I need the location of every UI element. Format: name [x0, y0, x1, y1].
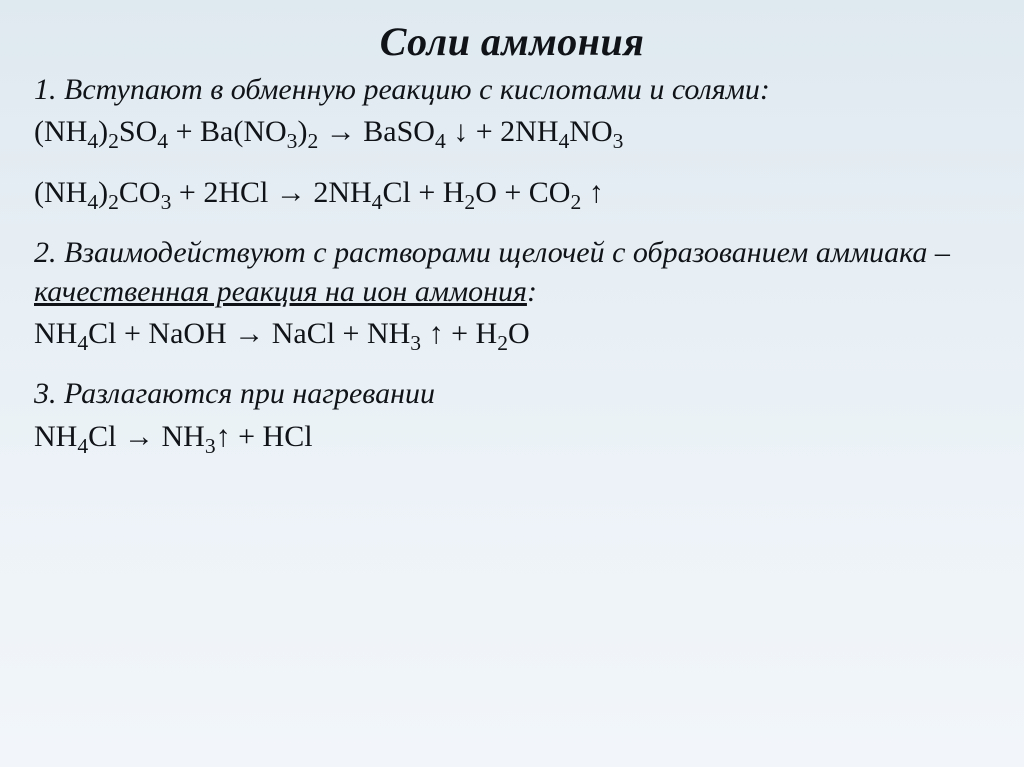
- section2-underlined: качественная реакция на ион аммония: [34, 275, 527, 308]
- equation-1: (NH4)2SO4 + Ba(NO3)2 → BaSO4 ↓ + 2NH4NO3: [34, 113, 990, 151]
- section1-intro: 1. Вступают в обменную реакцию с кислота…: [34, 71, 990, 109]
- equation-3: NH4Cl + NaOH → NaCl + NH3 ↑ + H2O: [34, 315, 990, 353]
- section3-intro: 3. Разлагаются при нагревании: [34, 375, 990, 413]
- section2-colon: :: [527, 275, 537, 308]
- equation-4: NH4Cl → NH3↑ + HCl: [34, 418, 990, 456]
- equation-2: (NH4)2CO3 + 2HCl → 2NH4Cl + H2O + CO2 ↑: [34, 174, 990, 212]
- section2-intro: 2. Взаимодействуют с растворами щелочей …: [34, 234, 990, 311]
- slide-title: Соли аммония: [34, 18, 990, 65]
- section2-text-a: 2. Взаимодействуют с растворами щелочей …: [34, 236, 950, 269]
